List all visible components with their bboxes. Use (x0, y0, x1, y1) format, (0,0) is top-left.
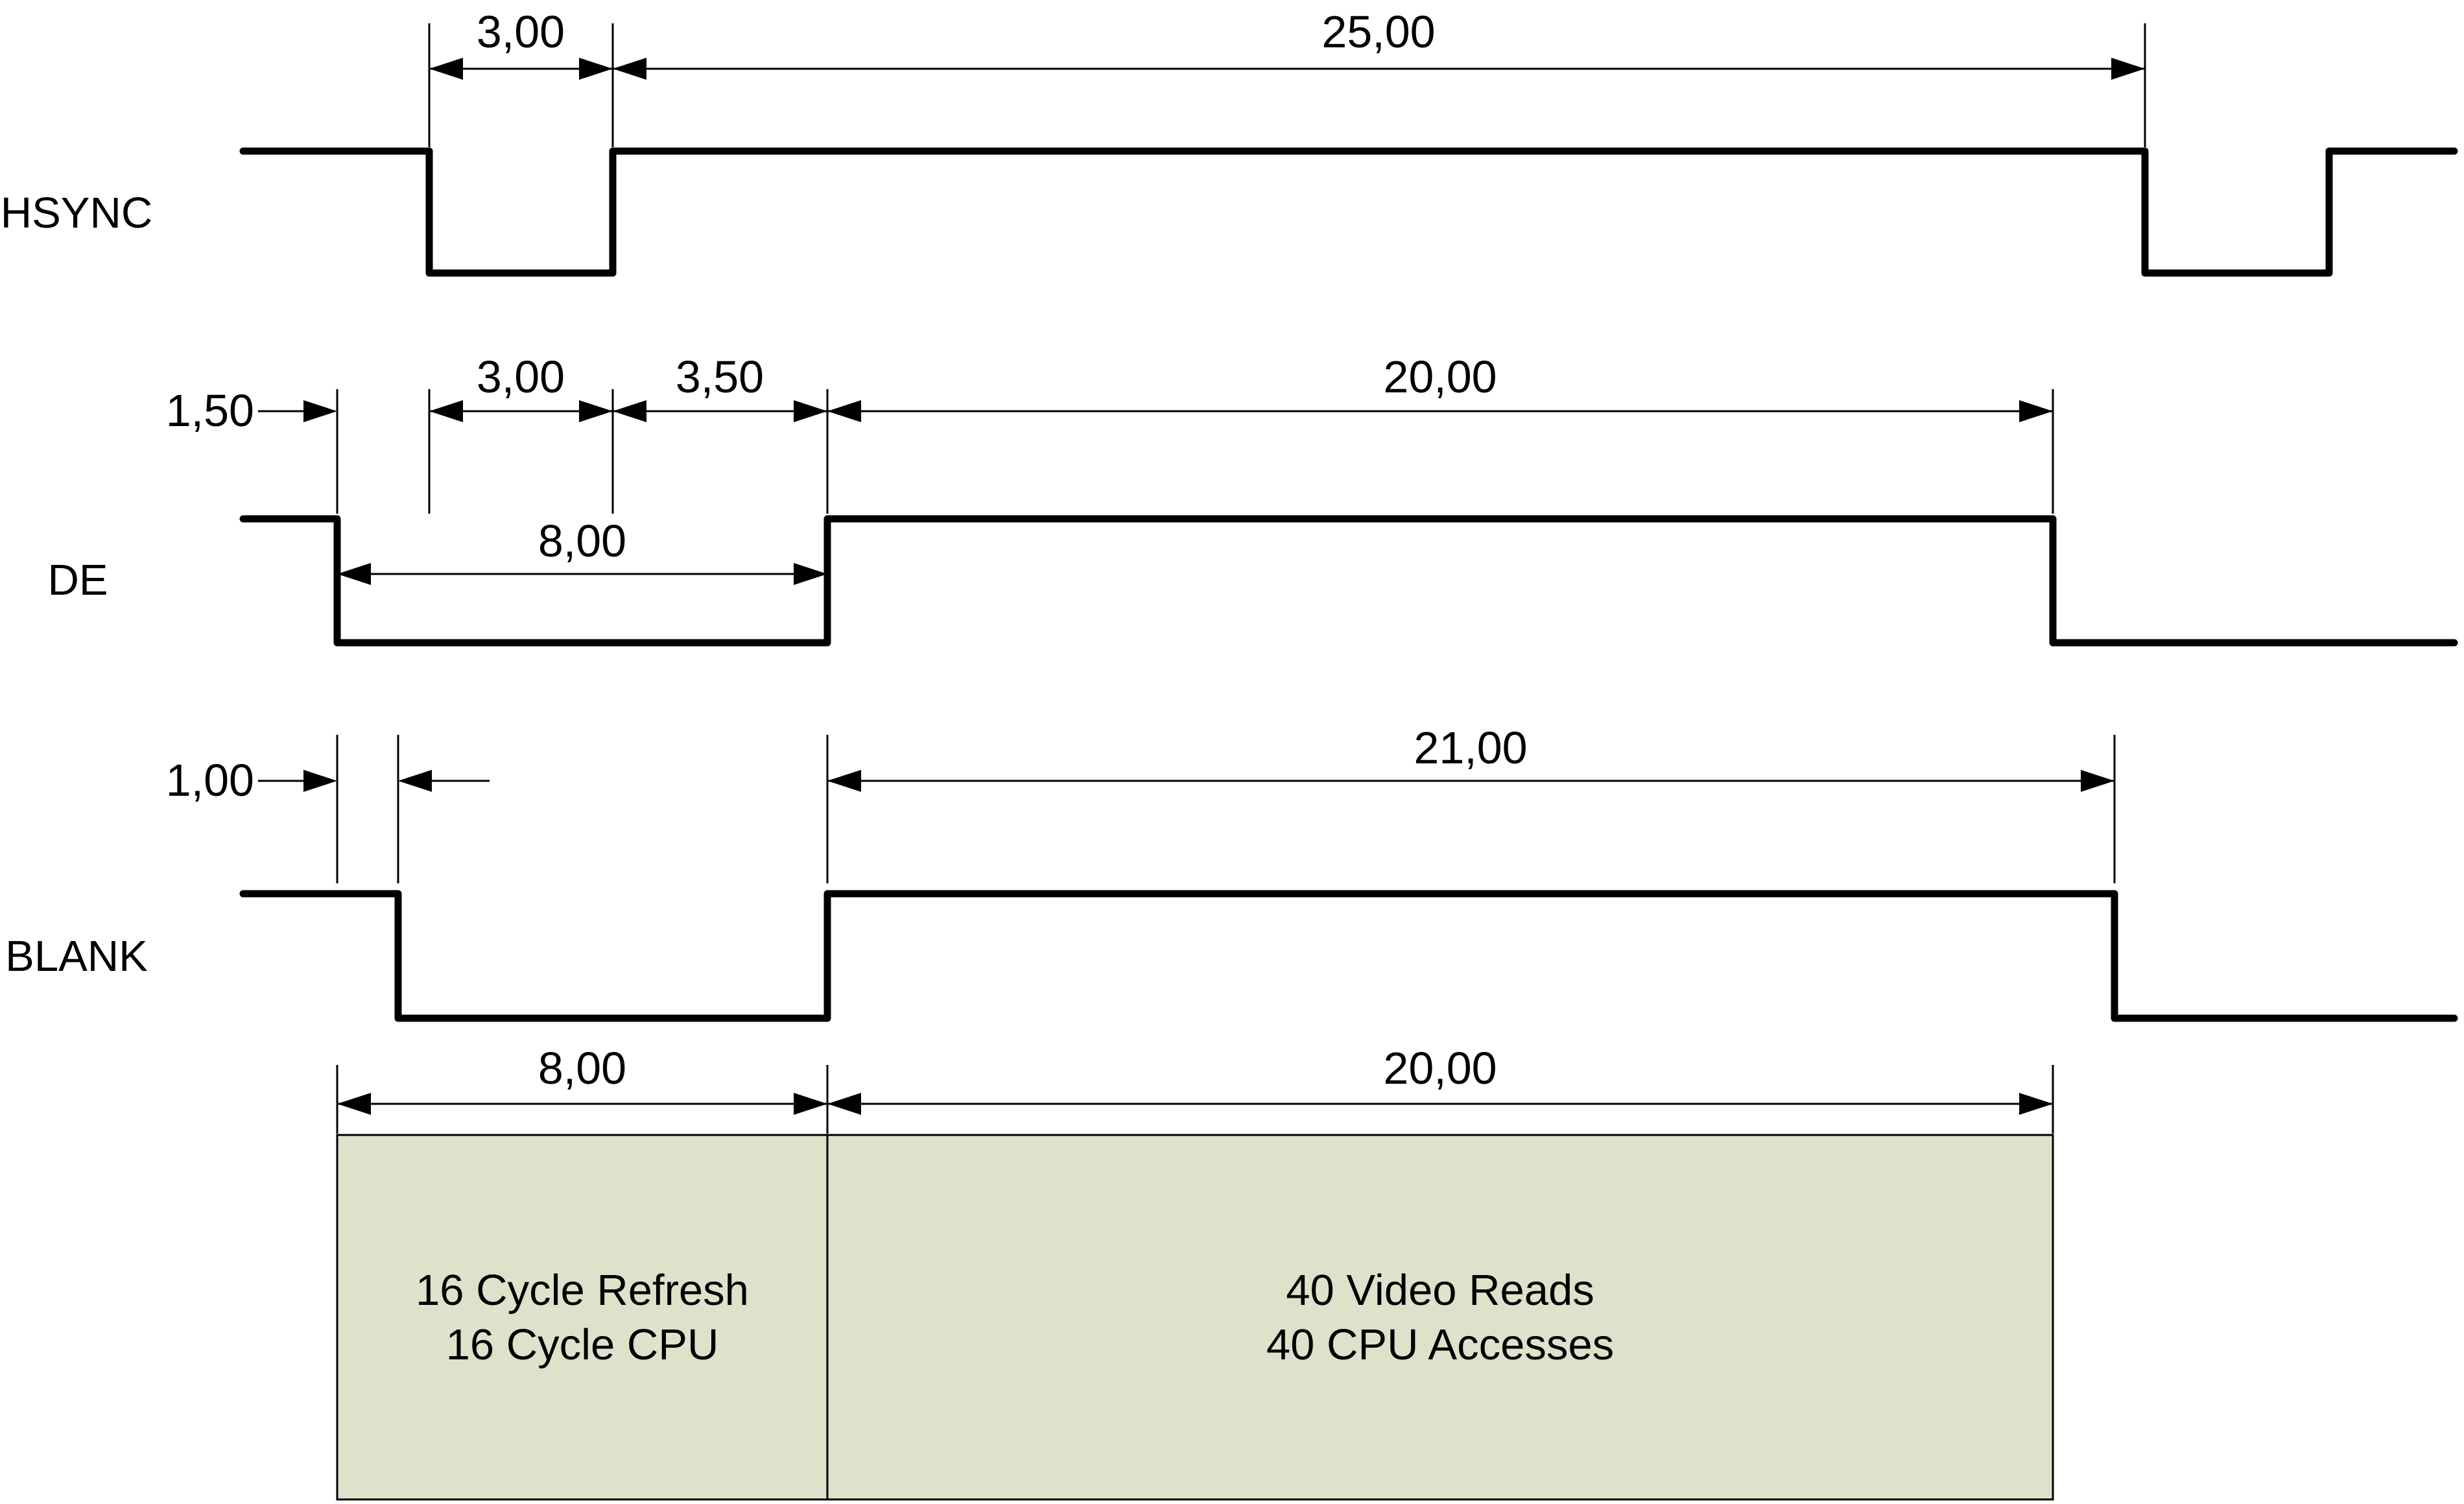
memory-dimension-row: 8,00 20,00 (336, 1043, 2054, 1134)
dim-label-de-to-hsync: 1,50 (166, 385, 254, 436)
dim-arrow-left-icon (429, 58, 463, 80)
dim-label-de-high: 20,00 (1383, 352, 1497, 402)
signal-label-hsync: HSYNC (1, 189, 153, 237)
dim-label-hsync-pulse: 3,00 (477, 6, 565, 57)
memory-box: 16 Cycle Refresh 16 Cycle CPU 40 Video R… (336, 1134, 2054, 1501)
dim-arrow-left-icon (827, 400, 861, 422)
dim-arrow-right-icon (794, 1093, 827, 1115)
dim-arrow-right-icon (303, 770, 337, 792)
dim-arrow-right-icon (2019, 400, 2053, 422)
dim-arrow-left-icon (337, 563, 371, 585)
signal-label-de: DE (47, 556, 108, 604)
dim-label-mem-active: 20,00 (1383, 1043, 1497, 1093)
de-row: 1,50 3,00 3,50 20,00 8,00 DE (47, 352, 2458, 647)
memory-left-line2: 16 Cycle CPU (446, 1320, 719, 1369)
dim-arrow-right-icon (303, 400, 337, 422)
dim-arrow-left-icon (613, 58, 646, 80)
dim-arrow-right-icon (794, 563, 827, 585)
hsync-row: 3,00 25,00 HSYNC (1, 6, 2458, 277)
dim-arrow-left-icon (613, 400, 646, 422)
dim-label-blank-high: 21,00 (1414, 722, 1527, 773)
dim-arrow-left-icon (337, 1093, 371, 1115)
blank-waveform (239, 890, 2458, 1022)
memory-right-line1: 40 Video Reads (1286, 1266, 1594, 1315)
blank-row: 1,00 21,00 BLANK (5, 722, 2458, 1022)
dim-arrow-right-icon (579, 400, 613, 422)
dim-label-blank-to-de: 1,00 (166, 755, 254, 806)
dim-label-de-sync: 3,00 (477, 352, 565, 402)
dim-label-de-back-porch: 3,50 (676, 352, 764, 402)
dim-arrow-right-icon (2111, 58, 2145, 80)
signal-label-blank: BLANK (5, 932, 148, 981)
dim-label-hsync-high: 25,00 (1321, 6, 1435, 57)
de-waveform (239, 515, 2458, 647)
dim-arrow-right-icon (794, 400, 827, 422)
dim-arrow-left-icon (398, 770, 432, 792)
dim-arrow-left-icon (827, 770, 861, 792)
dim-label-de-low: 8,00 (538, 516, 626, 566)
memory-box-rect (336, 1134, 2054, 1501)
dim-arrow-left-icon (827, 1093, 861, 1115)
memory-right-line2: 40 CPU Accesses (1266, 1320, 1614, 1369)
dim-arrow-right-icon (579, 58, 613, 80)
hsync-waveform (239, 147, 2458, 277)
dim-arrow-left-icon (429, 400, 463, 422)
memory-left-line1: 16 Cycle Refresh (416, 1266, 749, 1315)
dim-arrow-right-icon (2081, 770, 2115, 792)
dim-arrow-right-icon (2019, 1093, 2053, 1115)
dim-label-mem-blank: 8,00 (538, 1043, 626, 1093)
